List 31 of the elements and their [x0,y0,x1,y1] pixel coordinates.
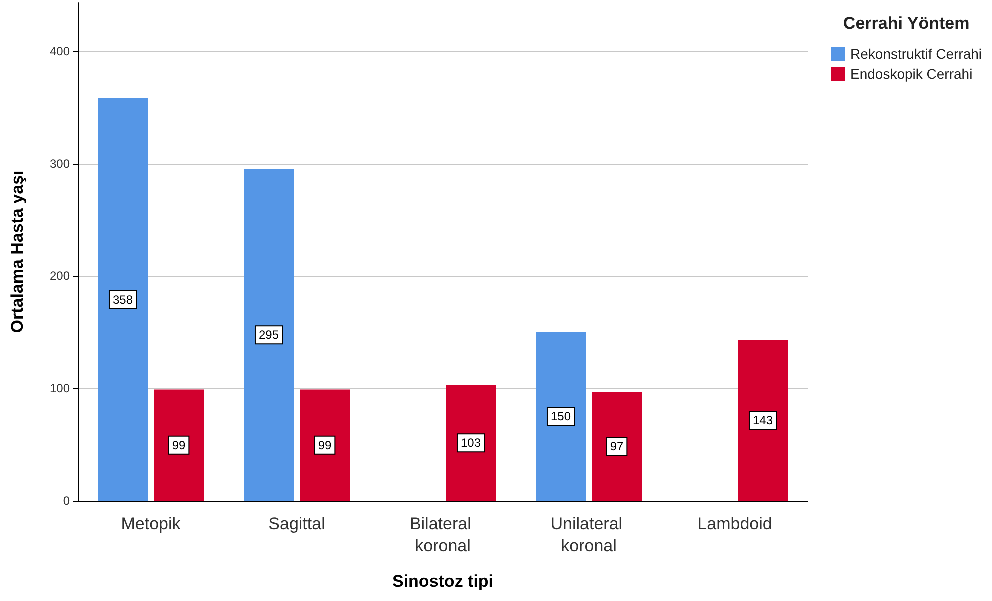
bar [446,385,496,501]
data-label: 358 [112,292,134,307]
bar [154,390,204,501]
x-tick-label: Unilateral koronal [550,514,628,556]
data-label: 295 [258,328,280,342]
data-label: 99 [172,438,186,452]
x-tick-label: Lambdoid [698,514,772,534]
data-label: 143 [752,414,774,428]
y-tick-label: 0 [63,494,70,508]
data-label: 103 [460,436,482,450]
bar [244,169,294,501]
y-tick-label: 100 [50,382,70,396]
legend-label: Endoskopik Cerrahi [850,66,973,82]
data-label: 150 [550,410,572,424]
bar [592,392,642,501]
data-label: 99 [318,438,332,452]
x-tick-label: Metopik [121,514,182,534]
x-axis-title: Sinostoz tipi [392,572,494,591]
y-tick-label: 400 [50,44,70,58]
bar [536,332,586,501]
y-axis-title: Ortalama Hasta yaşı [8,170,27,334]
legend-label: Rekonstruktif Cerrahi [850,46,982,62]
bar [98,98,148,501]
bar [738,340,788,501]
data-label: 97 [610,439,624,454]
legend-title: Cerrahi Yöntem [843,14,970,33]
x-tick-label: Bilateral koronal [410,514,476,556]
y-tick-label: 200 [50,269,70,284]
bar [300,390,350,501]
y-tick-label: 300 [50,156,70,171]
x-tick-label: Sagittal [268,514,326,534]
